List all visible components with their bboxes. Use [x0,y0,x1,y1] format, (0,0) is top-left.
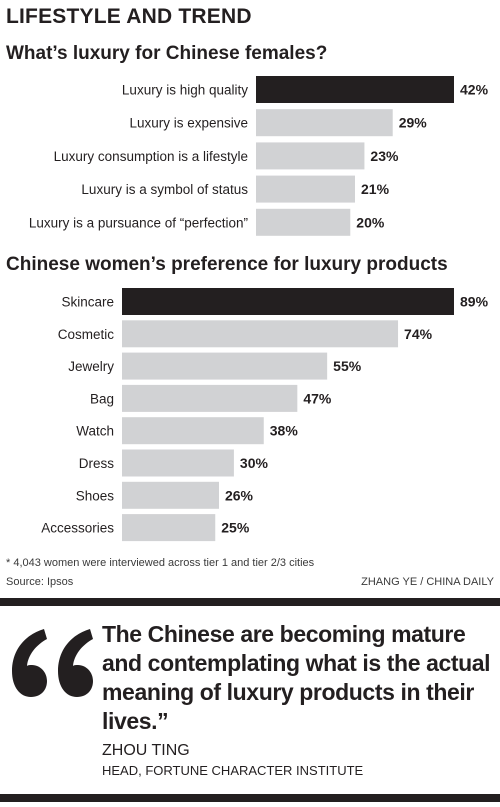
category-label: Jewelry [68,359,114,374]
bar-3 [122,352,328,380]
category-label: Cosmetic [58,327,115,342]
value-label: 21% [361,181,390,197]
luxury-meaning-bar-chart: Luxury is high quality 42% Luxury is expen… [29,76,489,236]
quote-author-name: ZHOU TING [102,742,190,759]
value-label: 55% [333,358,362,374]
category-label: Luxury is high quality [122,83,248,98]
category-label: Shoes [76,488,115,503]
value-label: 42% [460,82,489,98]
category-label: Luxury is a pursuance of “perfection” [29,215,248,230]
category-label: Watch [76,424,114,439]
bar-5 [122,417,264,445]
chart-title-luxury-meaning: What’s luxury for Chinese females? [6,43,328,64]
category-label: Skincare [61,295,114,310]
value-label: 89% [460,294,489,310]
bar-7 [122,481,219,509]
bar-1 [256,76,454,103]
section-label: LIFESTYLE AND TREND [6,5,252,28]
divider-top [0,598,500,606]
bar-3 [256,142,365,170]
bar-4 [122,384,298,412]
category-label: Accessories [41,521,114,536]
value-label: 30% [240,455,269,471]
bar-2 [256,109,393,137]
bar-4 [256,175,355,203]
category-label: Dress [79,456,115,471]
category-label: Bag [90,391,114,406]
source-note: Source: Ipsos [6,576,74,588]
bar-5 [256,208,351,236]
value-label: 29% [399,115,428,131]
category-label: Luxury is a symbol of status [81,182,248,197]
bar-1 [122,288,454,315]
graphic-credit: ZHANG YE / CHINA DAILY [361,576,494,588]
value-label: 47% [303,390,332,406]
category-label: Luxury is expensive [129,116,248,131]
value-label: 26% [225,487,254,503]
bar-8 [122,514,216,542]
footnote: * 4,043 women were interviewed across ti… [6,557,315,569]
value-label: 74% [404,326,433,342]
quotation-mark-icon [12,629,93,697]
quote-text: The Chinese are becoming mature and cont… [102,621,491,734]
value-label: 38% [270,423,299,439]
bar-6 [122,449,234,477]
value-label: 20% [356,214,385,230]
quote-author-role: HEAD, FORTUNE CHARACTER INSTITUTE [102,763,364,778]
chart-title-product-preference: Chinese women’s preference for luxury pr… [6,254,448,275]
bar-2 [122,320,399,348]
value-label: 23% [370,148,399,164]
divider-bottom [0,794,500,802]
value-label: 25% [221,520,250,536]
product-preference-bar-chart: Skincare 89% Cosmetic 74% Jewelry 55% Bag 47% Wa… [41,288,489,542]
category-label: Luxury consumption is a lifestyle [54,149,248,164]
